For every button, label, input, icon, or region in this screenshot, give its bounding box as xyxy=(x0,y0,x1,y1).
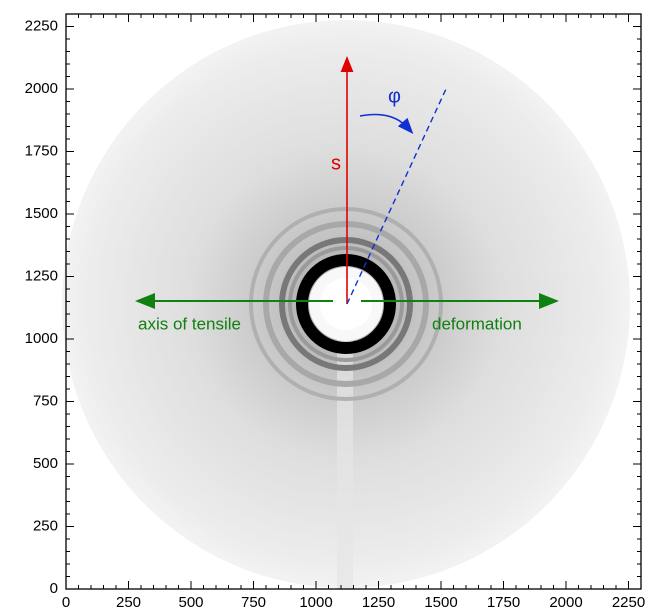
y-tick-label: 750 xyxy=(33,392,58,409)
x-tick-label: 250 xyxy=(116,594,141,611)
x-tick-label: 750 xyxy=(241,594,266,611)
x-tick-label: 0 xyxy=(62,594,70,611)
phi-label: φ xyxy=(388,85,401,107)
x-tick-label: 1750 xyxy=(487,594,520,611)
x-tick-label: 500 xyxy=(178,594,203,611)
y-tick-label: 1000 xyxy=(25,330,58,347)
x-tick-label: 2250 xyxy=(612,594,645,611)
y-tick-label: 1750 xyxy=(25,142,58,159)
x-tick-label: 1500 xyxy=(424,594,457,611)
x-tick-label: 1250 xyxy=(362,594,395,611)
right-label: deformation xyxy=(432,314,522,333)
x-tick-label: 1000 xyxy=(299,594,332,611)
x-tick-label: 2000 xyxy=(549,594,582,611)
y-tick-label: 500 xyxy=(33,455,58,472)
y-tick-label: 1500 xyxy=(25,205,58,222)
diffraction-image xyxy=(62,20,630,590)
y-tick-label: 1250 xyxy=(25,267,58,284)
y-tick-label: 2000 xyxy=(25,80,58,97)
s-label: s xyxy=(331,152,341,174)
y-tick-label: 250 xyxy=(33,517,58,534)
y-tick-label: 2250 xyxy=(25,17,58,34)
left-label: axis of tensile xyxy=(138,314,241,333)
phi-arrow xyxy=(359,113,414,134)
y-tick-label: 0 xyxy=(50,580,58,597)
